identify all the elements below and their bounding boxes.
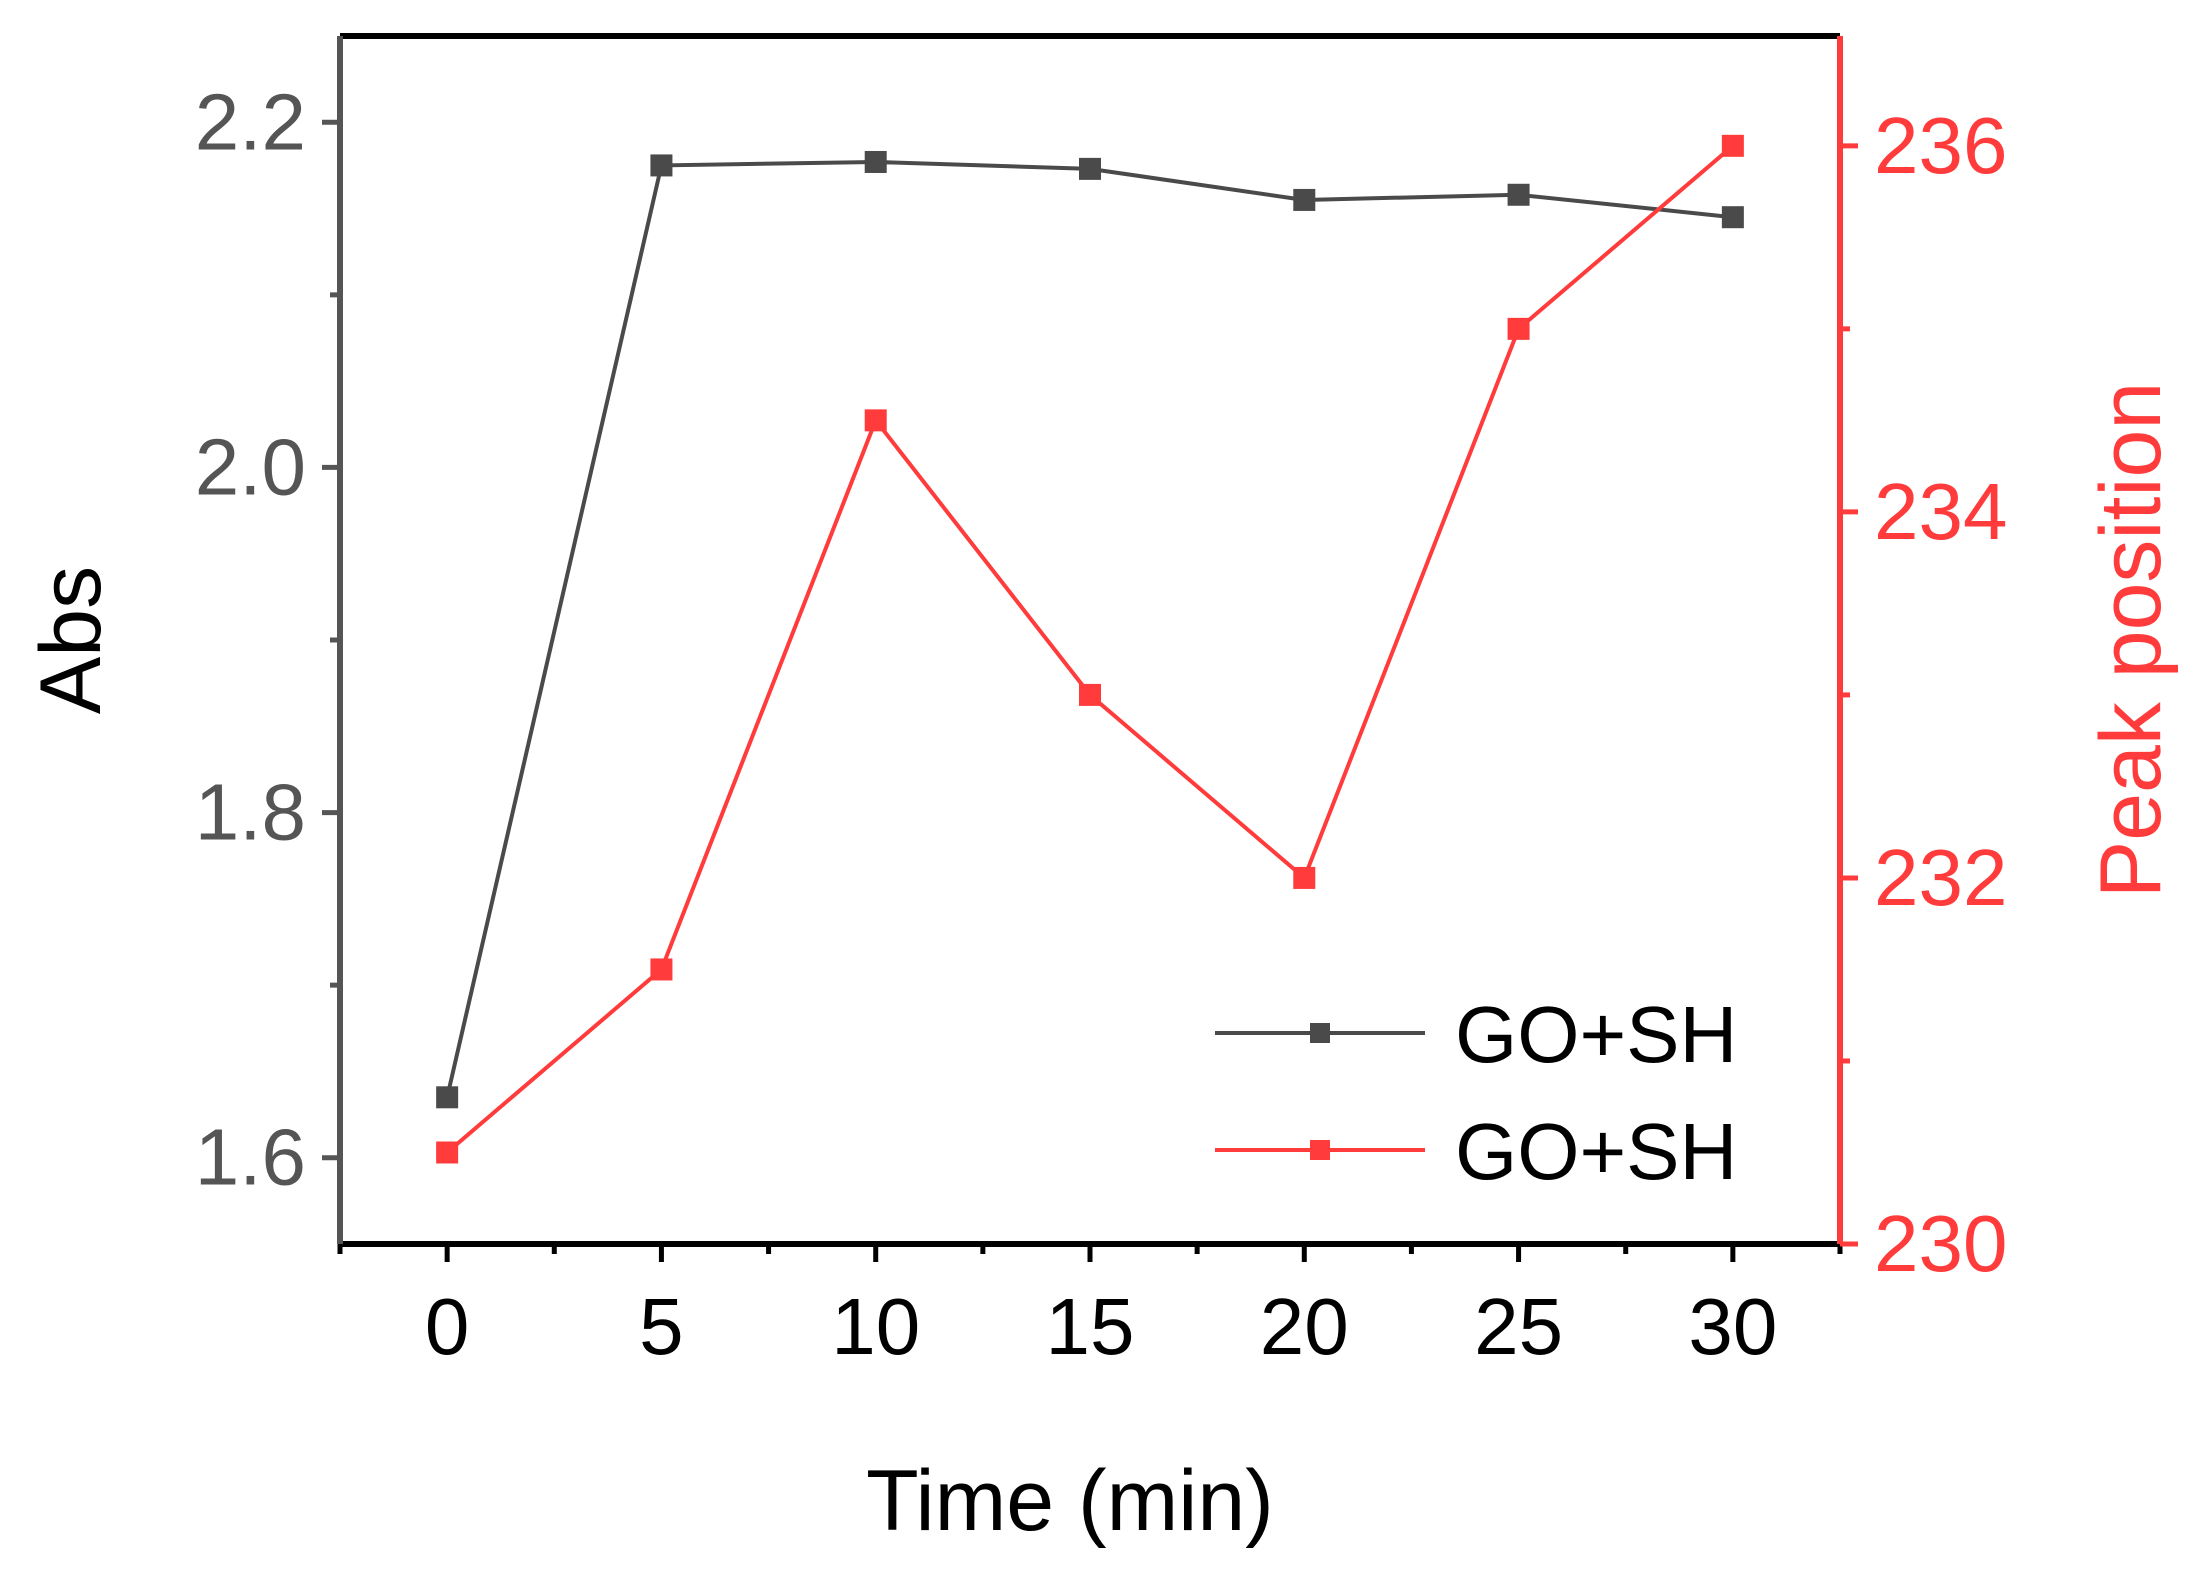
legend-label-1: GO+SH	[1455, 990, 1737, 1079]
legend-marker-2	[1310, 1140, 1330, 1160]
series-2-marker	[650, 958, 673, 981]
x-tick-label: 25	[1474, 1282, 1563, 1371]
series-1-marker	[864, 150, 887, 173]
legend-marker-1	[1310, 1023, 1330, 1043]
x-tick-label: 20	[1260, 1282, 1349, 1371]
right-y-axis-title: Peak position	[2083, 382, 2179, 898]
series-line-1	[445, 159, 1734, 1098]
series-2-marker	[436, 1141, 459, 1164]
right-y-tick-label: 234	[1874, 467, 2007, 556]
series-1-marker	[1079, 157, 1101, 180]
series-2-marker	[864, 409, 887, 432]
right-y-tick-label: 230	[1874, 1199, 2007, 1288]
x-tick-label: 0	[425, 1282, 470, 1371]
series-2-marker	[1721, 134, 1744, 157]
x-tick-label: 5	[639, 1282, 684, 1371]
x-axis-title: Time (min)	[866, 1453, 1274, 1549]
left-y-axis-title: Abs	[23, 566, 119, 714]
right-y-tick-label: 236	[1874, 101, 2007, 190]
series-1-marker	[1293, 188, 1316, 211]
left-y-tick-label: 2.0	[195, 422, 306, 511]
series-2-marker	[1507, 317, 1530, 340]
x-tick-label: 30	[1688, 1282, 1777, 1371]
left-y-tick-label: 1.8	[195, 768, 306, 857]
series-1-marker	[1721, 206, 1744, 229]
series-1-marker	[436, 1086, 459, 1109]
x-tick-label: 15	[1046, 1282, 1135, 1371]
series-2-marker	[1293, 866, 1316, 889]
left-y-tick-label: 1.6	[195, 1113, 306, 1202]
right-y-tick-label: 232	[1874, 833, 2007, 922]
x-tick-label: 10	[831, 1282, 920, 1371]
series-1-marker	[650, 154, 673, 177]
series-1-marker	[1507, 183, 1530, 206]
series-2-marker	[1079, 683, 1101, 706]
left-y-tick-label: 2.2	[195, 77, 306, 166]
legend-label-2: GO+SH	[1455, 1107, 1737, 1196]
